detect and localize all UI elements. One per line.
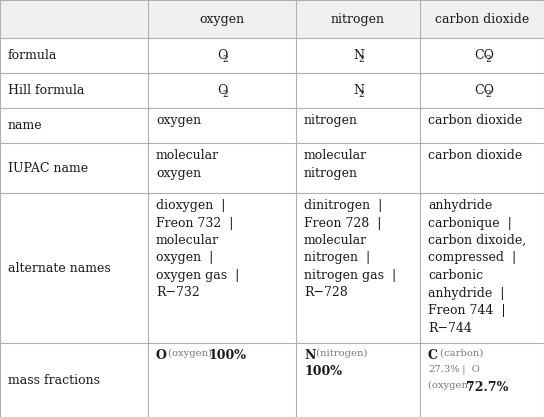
Text: O: O — [218, 84, 228, 97]
Text: (oxygen): (oxygen) — [165, 349, 215, 358]
Text: nitrogen: nitrogen — [304, 114, 358, 127]
Bar — [0, 0, 544, 38]
Text: carbon dioxide: carbon dioxide — [428, 114, 522, 127]
Text: (nitrogen): (nitrogen) — [313, 349, 368, 358]
Text: 72.7%: 72.7% — [466, 381, 509, 394]
Text: dinitrogen  |
Freon 728  |
molecular
nitrogen  |
nitrogen gas  |
R−728: dinitrogen | Freon 728 | molecular nitro… — [304, 199, 396, 299]
Text: 2: 2 — [486, 90, 491, 98]
Text: oxygen: oxygen — [156, 114, 201, 127]
Text: name: name — [8, 119, 42, 132]
Text: O: O — [218, 49, 228, 62]
Text: anhydride
carbonique  |
carbon dixoide,
compressed  |
carbonic
anhydride  |
Freo: anhydride carbonique | carbon dixoide, c… — [428, 199, 526, 334]
Text: oxygen: oxygen — [200, 13, 245, 25]
Text: CO: CO — [474, 84, 494, 97]
Text: 100%: 100% — [209, 349, 247, 362]
Text: O: O — [156, 349, 167, 362]
Text: nitrogen: nitrogen — [331, 13, 385, 25]
Text: formula: formula — [8, 49, 57, 62]
Text: N: N — [354, 84, 364, 97]
Text: 2: 2 — [359, 55, 364, 63]
Text: |  O: | O — [456, 365, 480, 374]
Text: 2: 2 — [359, 90, 364, 98]
Text: molecular
nitrogen: molecular nitrogen — [304, 149, 367, 179]
Text: 27.3%: 27.3% — [428, 365, 460, 374]
Text: (oxygen): (oxygen) — [428, 381, 475, 390]
Text: IUPAC name: IUPAC name — [8, 161, 88, 174]
Text: alternate names: alternate names — [8, 261, 111, 274]
Text: Hill formula: Hill formula — [8, 84, 84, 97]
Text: 2: 2 — [223, 90, 228, 98]
Text: 2: 2 — [486, 55, 491, 63]
Text: C: C — [428, 349, 438, 362]
Text: CO: CO — [474, 49, 494, 62]
Text: (carbon): (carbon) — [437, 349, 484, 358]
Text: dioxygen  |
Freon 732  |
molecular
oxygen  |
oxygen gas  |
R−732: dioxygen | Freon 732 | molecular oxygen … — [156, 199, 239, 299]
Text: 100%: 100% — [304, 365, 342, 378]
Text: carbon dioxide: carbon dioxide — [428, 149, 522, 162]
Text: mass fractions: mass fractions — [8, 374, 100, 387]
Text: N: N — [304, 349, 316, 362]
Text: carbon dioxide: carbon dioxide — [435, 13, 529, 25]
Text: molecular
oxygen: molecular oxygen — [156, 149, 219, 179]
Text: 2: 2 — [223, 55, 228, 63]
Text: N: N — [354, 49, 364, 62]
